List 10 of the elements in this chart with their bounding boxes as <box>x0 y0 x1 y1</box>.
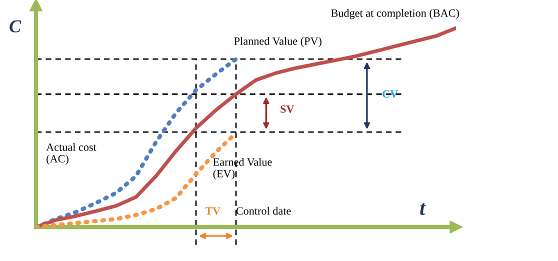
annotation: SV <box>280 105 294 113</box>
annotation: Planned Value (PV) <box>234 37 322 48</box>
annotation: TV <box>205 207 220 215</box>
annotation: Control date <box>236 206 291 215</box>
annotation: CV <box>382 90 398 98</box>
annotation: Actual cost (AC) <box>46 143 96 165</box>
x-axis-title: t <box>420 203 426 216</box>
text: Budget at completion (BAC) <box>331 9 459 20</box>
y-axis-title: C <box>10 20 22 32</box>
annotation: Earned Value (EV) <box>213 158 272 180</box>
